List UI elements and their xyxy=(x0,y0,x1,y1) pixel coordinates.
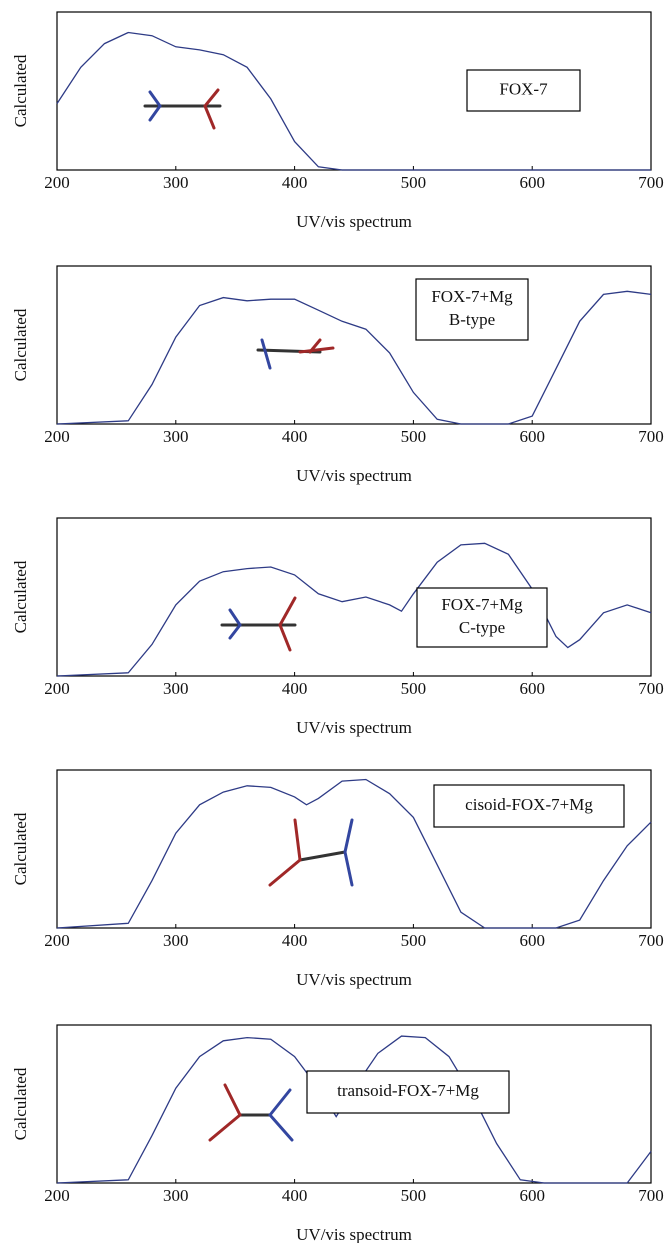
x-tick-label: 400 xyxy=(282,173,308,192)
annotation: FOX-7+Mg xyxy=(431,287,513,306)
panel: 200 300 400 500 600 700 UV/vis spectrum Calcula… xyxy=(11,266,664,485)
x-tick-label: 300 xyxy=(163,173,189,192)
x-tick-label: 700 xyxy=(638,1186,664,1205)
annotation: transoid-FOX-7+Mg xyxy=(337,1081,479,1100)
x-tick-label: 200 xyxy=(44,173,70,192)
annotation: FOX-7+Mg xyxy=(441,595,523,614)
x-tick-label: 400 xyxy=(282,427,308,446)
y-axis-label: Calculated xyxy=(11,812,30,885)
x-tick-label: 700 xyxy=(638,679,664,698)
x-axis-label: UV/vis spectrum xyxy=(296,212,412,231)
molecule xyxy=(222,598,295,650)
x-tick-label: 200 xyxy=(44,931,70,950)
page: 200 300 400 500 600 700 UV/vis spectrum Calcula… xyxy=(0,0,670,1248)
x-tick-label: 700 xyxy=(638,173,664,192)
x-axis-label: UV/vis spectrum xyxy=(296,970,412,989)
panel: 200 300 400 500 600 700 UV/vis spectrum Calcula… xyxy=(11,518,664,737)
x-tick-label: 500 xyxy=(401,931,427,950)
x-axis-label: UV/vis spectrum xyxy=(296,718,412,737)
x-tick-label: 600 xyxy=(519,173,545,192)
y-axis-label: Calculated xyxy=(11,560,30,633)
spectrum-line xyxy=(57,291,651,424)
x-tick-label: 300 xyxy=(163,931,189,950)
annotation: B-type xyxy=(449,310,495,329)
panel: 200 300 400 500 600 700 UV/vis spectrum Calcula… xyxy=(11,12,664,231)
x-tick-label: 600 xyxy=(519,427,545,446)
x-tick-label: 300 xyxy=(163,427,189,446)
plot-frame xyxy=(57,266,651,424)
x-tick-label: 700 xyxy=(638,427,664,446)
annotation: FOX-7 xyxy=(499,79,548,98)
x-tick-label: 500 xyxy=(401,173,427,192)
x-axis-label: UV/vis spectrum xyxy=(296,1225,412,1243)
y-axis-label: Calculated xyxy=(11,54,30,127)
y-axis-label: Calculated xyxy=(11,308,30,381)
x-tick-label: 600 xyxy=(519,1186,545,1205)
x-tick-label: 500 xyxy=(401,427,427,446)
x-tick-label: 200 xyxy=(44,427,70,446)
x-tick-label: 400 xyxy=(282,931,308,950)
molecule xyxy=(210,1085,292,1140)
panel: 200 300 400 500 600 700 UV/vis spectrum Calcula… xyxy=(11,770,664,989)
spectrum-line xyxy=(57,543,651,676)
molecule xyxy=(145,90,220,128)
x-tick-label: 200 xyxy=(44,1186,70,1205)
molecule xyxy=(270,820,352,885)
x-tick-label: 600 xyxy=(519,679,545,698)
x-tick-label: 300 xyxy=(163,1186,189,1205)
x-tick-label: 600 xyxy=(519,931,545,950)
x-tick-label: 500 xyxy=(401,679,427,698)
annotation: cisoid-FOX-7+Mg xyxy=(465,795,593,814)
molecule xyxy=(258,340,333,368)
x-tick-label: 500 xyxy=(401,1186,427,1205)
x-tick-label: 300 xyxy=(163,679,189,698)
figure: 200 300 400 500 600 700 UV/vis spectrum Calcula… xyxy=(0,0,670,1243)
x-tick-label: 700 xyxy=(638,931,664,950)
x-axis-label: UV/vis spectrum xyxy=(296,466,412,485)
y-axis-label: Calculated xyxy=(11,1067,30,1140)
panel: 200 300 400 500 600 700 UV/vis spectrum Calcula… xyxy=(11,1025,664,1243)
x-tick-label: 400 xyxy=(282,1186,308,1205)
annotation: C-type xyxy=(459,618,505,637)
x-tick-label: 200 xyxy=(44,679,70,698)
x-tick-label: 400 xyxy=(282,679,308,698)
